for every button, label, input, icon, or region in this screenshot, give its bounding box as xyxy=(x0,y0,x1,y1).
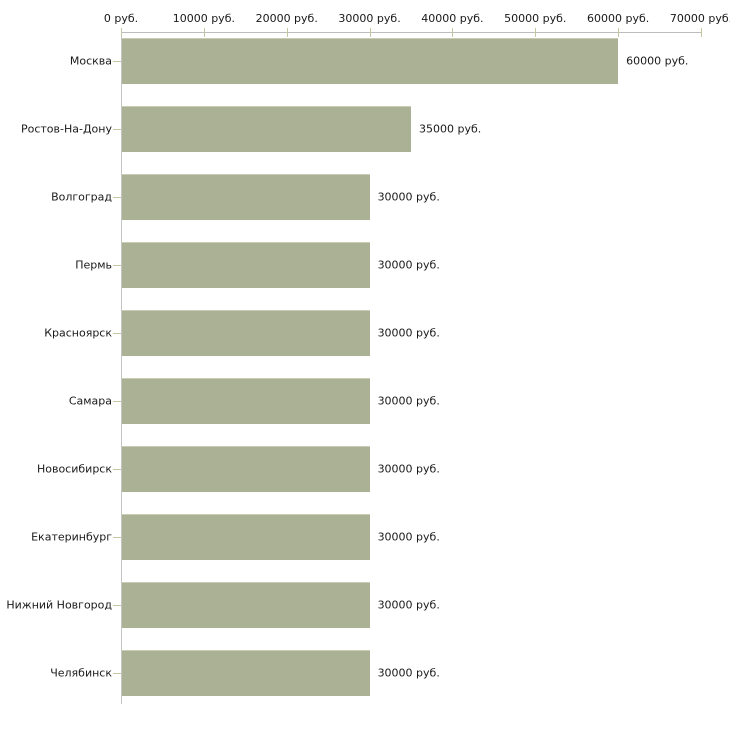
value-label: 30000 руб. xyxy=(377,394,440,408)
bar-Ростов-На-Дону xyxy=(122,106,411,152)
x-axis-tick-label: 20000 руб. xyxy=(255,12,318,25)
x-axis-tick-mark xyxy=(618,28,620,37)
x-axis-tick-mark xyxy=(369,28,371,37)
bar-Волгоград xyxy=(122,174,370,220)
x-axis-tick-label: 40000 руб. xyxy=(421,12,484,25)
bar-Москва xyxy=(122,38,619,84)
category-label: Челябинск xyxy=(50,666,112,680)
category-label: Нижний Новгород xyxy=(6,598,112,612)
category-tick-mark xyxy=(113,61,121,62)
x-axis-tick-label: 10000 руб. xyxy=(172,12,235,25)
x-axis-tick-mark xyxy=(535,28,537,37)
x-axis-tick-label: 70000 руб. xyxy=(669,12,730,25)
x-axis-tick-label: 50000 руб. xyxy=(504,12,567,25)
category-label: Самара xyxy=(68,394,112,408)
category-tick-mark xyxy=(113,197,121,198)
value-label: 30000 руб. xyxy=(377,666,440,680)
value-label: 35000 руб. xyxy=(419,122,482,136)
category-tick-mark xyxy=(113,333,121,334)
x-axis-line xyxy=(121,32,701,33)
value-label: 30000 руб. xyxy=(377,462,440,476)
category-label: Волгоград xyxy=(51,190,112,204)
category-label: Новосибирск xyxy=(36,462,112,476)
category-tick-mark xyxy=(113,673,121,674)
x-axis-tick-mark xyxy=(701,28,702,37)
bar-Новосибирск xyxy=(122,446,370,492)
x-axis-tick-mark xyxy=(203,28,205,37)
x-axis-tick-label: 60000 руб. xyxy=(587,12,650,25)
x-axis-tick-mark xyxy=(452,28,454,37)
category-label: Екатеринбург xyxy=(31,530,112,544)
category-label: Москва xyxy=(69,54,112,68)
bar-Самара xyxy=(122,378,370,424)
category-tick-mark xyxy=(113,401,121,402)
x-axis-tick-mark xyxy=(286,28,288,37)
bar-Нижний Новгород xyxy=(122,582,370,628)
category-label: Ростов-На-Дону xyxy=(20,122,112,136)
value-label: 30000 руб. xyxy=(377,326,440,340)
y-axis-line xyxy=(121,32,122,704)
bar-Пермь xyxy=(122,242,370,288)
category-tick-mark xyxy=(113,129,121,130)
bar-Челябинск xyxy=(122,650,370,696)
x-axis-tick-label: 0 руб. xyxy=(103,12,139,25)
category-tick-mark xyxy=(113,469,121,470)
bar-Красноярск xyxy=(122,310,370,356)
value-label: 30000 руб. xyxy=(377,598,440,612)
x-axis-tick-label: 30000 руб. xyxy=(338,12,401,25)
value-label: 30000 руб. xyxy=(377,258,440,272)
value-label: 60000 руб. xyxy=(626,54,689,68)
value-label: 30000 руб. xyxy=(377,530,440,544)
category-tick-mark xyxy=(113,265,121,266)
category-tick-mark xyxy=(113,537,121,538)
x-axis-tick-mark xyxy=(121,28,122,37)
category-label: Пермь xyxy=(75,258,112,272)
value-label: 30000 руб. xyxy=(377,190,440,204)
bar-Екатеринбург xyxy=(122,514,370,560)
category-tick-mark xyxy=(113,605,121,606)
category-label: Красноярск xyxy=(44,326,112,340)
